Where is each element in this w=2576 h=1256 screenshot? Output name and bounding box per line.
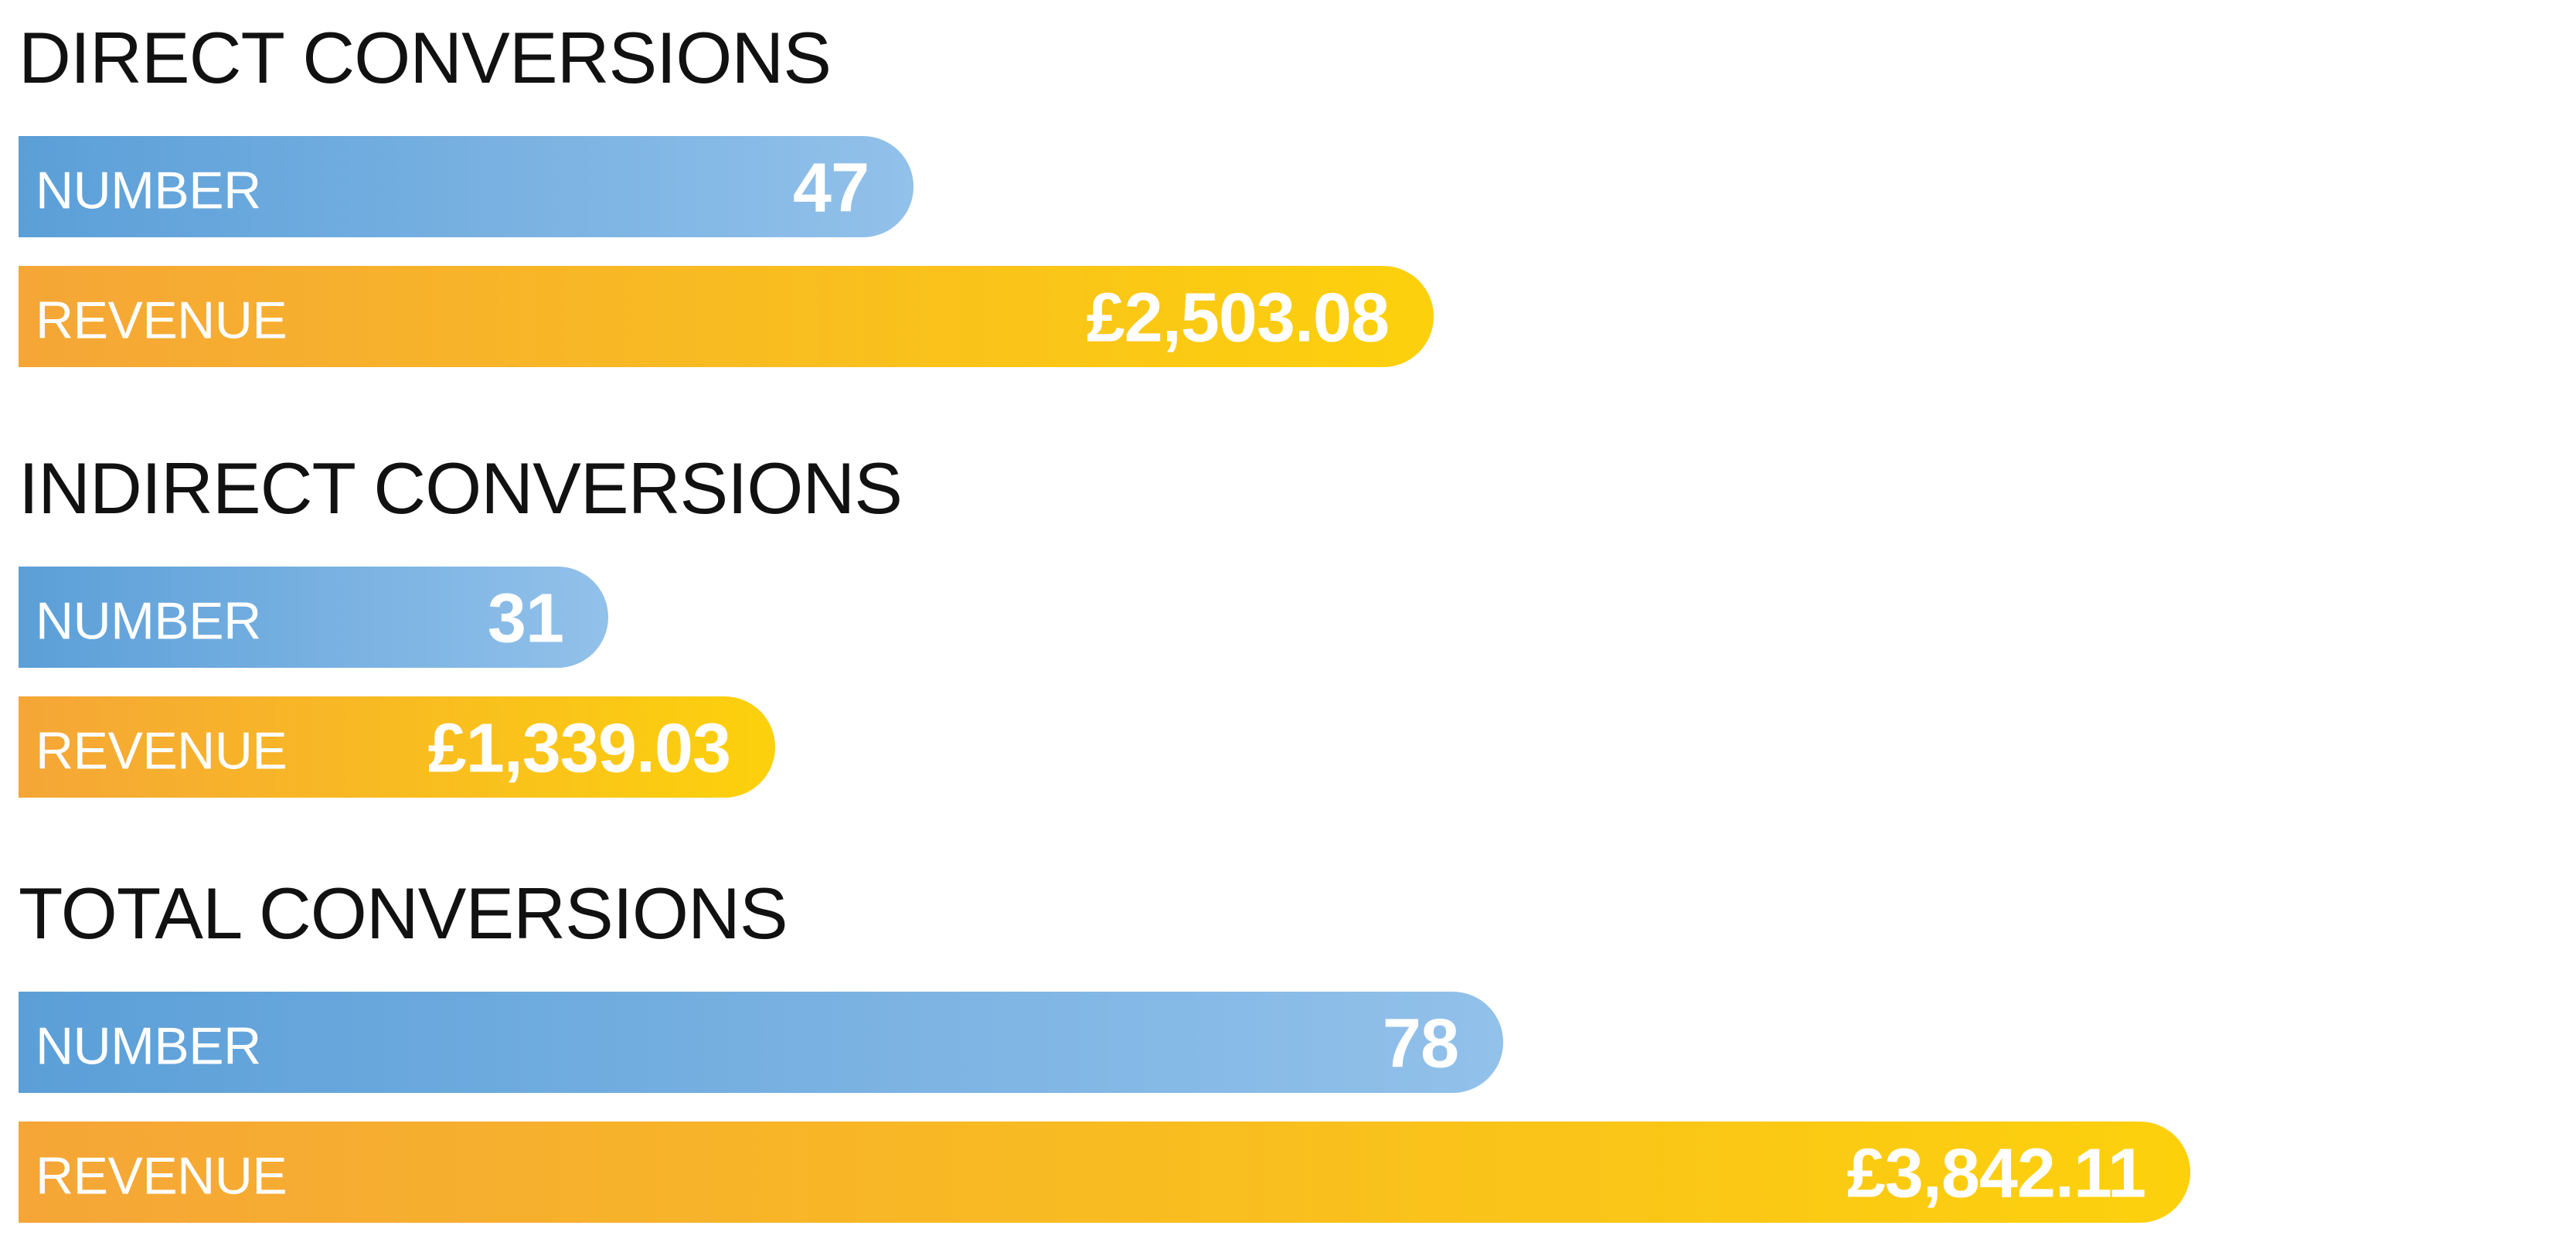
number-bar: NUMBER 47: [19, 136, 914, 237]
bar-label: REVENUE: [36, 1146, 288, 1206]
bar-label: REVENUE: [36, 291, 288, 350]
bar-value-label: 31: [487, 580, 564, 658]
number-bar: NUMBER 31: [19, 567, 608, 668]
group-title: DIRECT CONVERSIONS: [19, 17, 832, 98]
bar-value-label: 78: [1382, 1005, 1459, 1083]
bar-label: NUMBER: [36, 1016, 261, 1076]
bar-value-label: £1,339.03: [427, 710, 731, 788]
revenue-bar: REVENUE £1,339.03: [19, 696, 775, 798]
bar-value-label: 47: [792, 149, 869, 227]
bar-label: NUMBER: [36, 591, 261, 651]
bar-value-label: £3,842.11: [1846, 1135, 2146, 1213]
revenue-bar: REVENUE £3,842.11: [19, 1122, 2190, 1223]
bar-label: REVENUE: [36, 721, 288, 781]
group-title: TOTAL CONVERSIONS: [19, 873, 788, 954]
group-title: INDIRECT CONVERSIONS: [19, 448, 903, 529]
number-bar: NUMBER 78: [19, 992, 1503, 1093]
bar-label: NUMBER: [36, 161, 261, 220]
revenue-bar: REVENUE £2,503.08: [19, 266, 1434, 367]
bar-value-label: £2,503.08: [1086, 279, 1390, 357]
